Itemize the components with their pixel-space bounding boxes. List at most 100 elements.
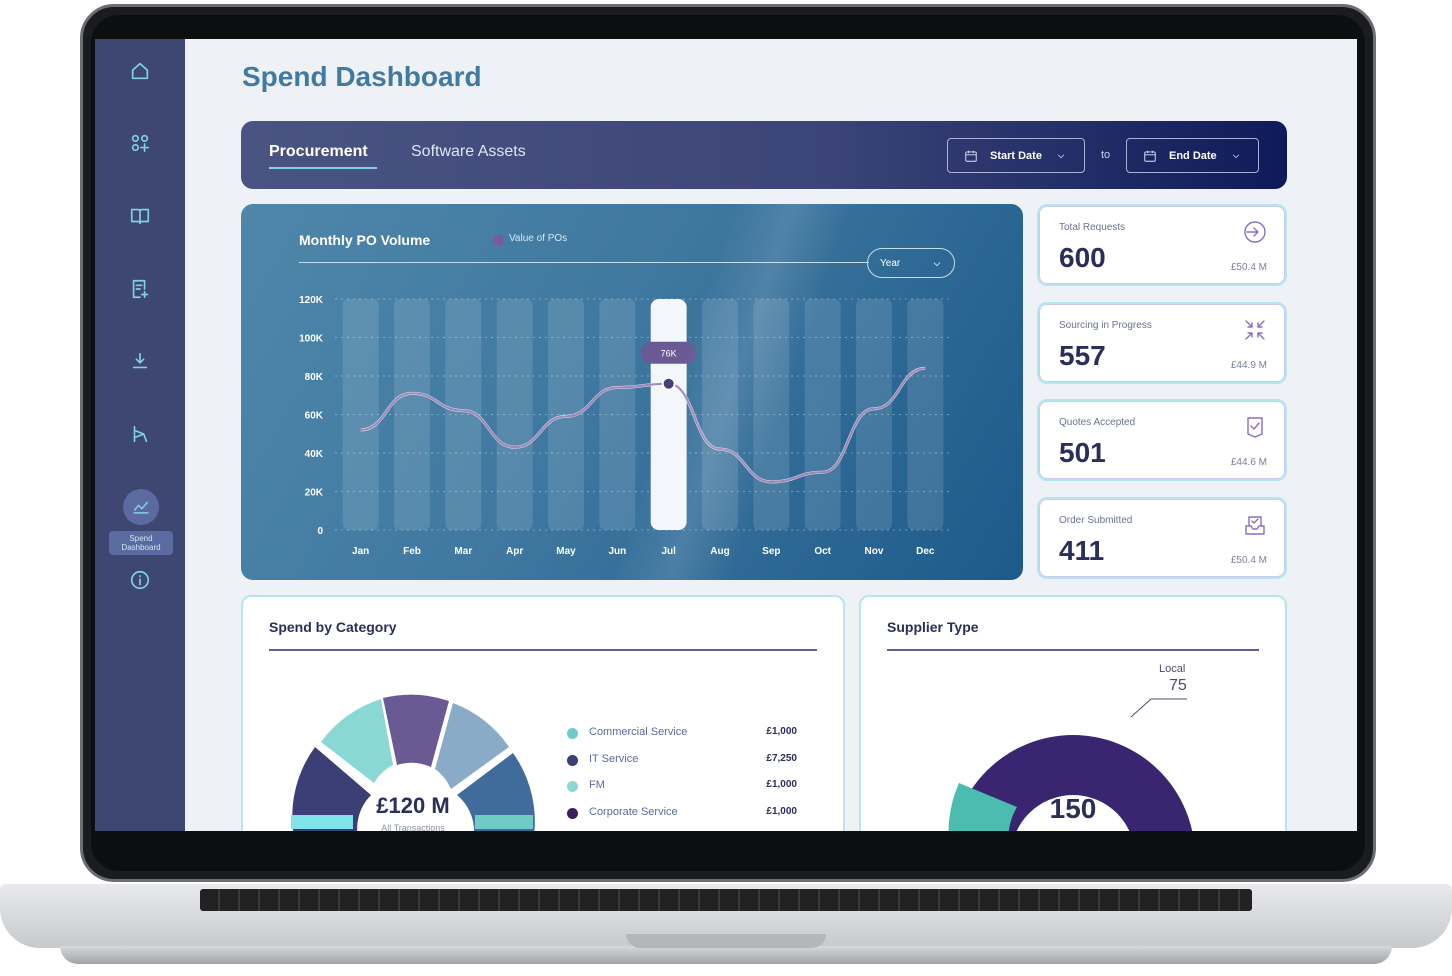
legend-dot [567, 781, 578, 792]
stat-amount: £44.9 M [1230, 360, 1267, 371]
stat-card-total-requests[interactable]: Total Requests 600 £50.4 M [1037, 204, 1287, 286]
series-line-accent [360, 367, 926, 483]
chart-title: Monthly PO Volume [299, 232, 431, 248]
stat-amount: £50.4 M [1230, 262, 1267, 273]
y-tick-label: 0 [317, 526, 323, 537]
donut-segment [948, 783, 1017, 831]
stat-value: 600 [1059, 242, 1106, 273]
legend-item: Commercial Service £1,000 [567, 725, 797, 752]
home-icon [131, 62, 149, 80]
column-bar [599, 299, 636, 530]
legend-name: IT Service [589, 752, 639, 765]
stat-amount: £44.6 M [1230, 457, 1267, 468]
column-bar [394, 299, 430, 530]
x-tick-label: Jun [608, 546, 626, 557]
document-add-icon [132, 279, 149, 299]
end-date-label: End Date [1169, 149, 1217, 162]
screen: Spend Dashboard Spend Dashboard Procurem… [95, 39, 1357, 831]
period-select[interactable]: Year [867, 248, 955, 278]
x-tick-label: May [556, 546, 576, 557]
legend-name: Commercial Service [589, 726, 688, 738]
card-rule [269, 649, 817, 651]
sidebar-item-home[interactable] [120, 51, 160, 91]
chevron-down-icon [1057, 154, 1065, 158]
chevron-down-icon [1232, 154, 1239, 158]
sidebar-tooltip: Spend Dashboard [109, 531, 173, 555]
callout-line [1130, 698, 1187, 718]
x-tick-label: Nov [865, 546, 884, 557]
sidebar-item-spend-dashboard[interactable] [123, 489, 159, 525]
y-tick-label: 80K [305, 372, 324, 383]
y-tick-label: 60K [305, 411, 324, 422]
chart-header-rule [299, 262, 869, 263]
y-tick-label: 120K [299, 295, 324, 306]
tab-procurement[interactable]: Procurement [269, 143, 368, 160]
stat-label: Sourcing in Progress [1059, 320, 1152, 331]
donut-total-label: All Transactions [381, 823, 445, 831]
sidebar-item-downloads[interactable] [120, 341, 160, 381]
spend-by-category-card: Spend by Category £120 M All Transaction… [241, 595, 845, 831]
stat-label: Quotes Accepted [1059, 417, 1136, 428]
donut-total: 150 [1049, 793, 1097, 824]
sidebar-item-apps[interactable] [120, 123, 160, 163]
column-bar [445, 299, 482, 530]
stat-card-quotes-accepted[interactable]: Quotes Accepted 501 £44.6 M [1037, 399, 1287, 481]
legend-item: IT Service £7,250 [567, 752, 797, 779]
donut-segment [475, 815, 533, 829]
clipboard-check-icon [1243, 415, 1267, 439]
sidebar: Spend Dashboard [95, 39, 185, 831]
card-title: Spend by Category [269, 619, 397, 635]
column-bar [702, 299, 738, 530]
book-icon [130, 208, 150, 225]
stat-label: Total Requests [1059, 222, 1126, 233]
sidebar-item-requests[interactable] [120, 269, 160, 309]
page-title: Spend Dashboard [242, 61, 482, 92]
y-tick-label: 40K [305, 449, 324, 460]
legend-value: £1,000 [766, 779, 797, 790]
info-icon [130, 570, 150, 590]
start-date-label: Start Date [990, 149, 1042, 162]
supplier-donut [948, 698, 1193, 831]
column-bar [907, 299, 944, 530]
stat-amount: £50.4 M [1230, 555, 1267, 566]
x-tick-label: Oct [814, 546, 831, 557]
laptop-notch [626, 934, 826, 948]
workflow-icon [133, 425, 148, 443]
legend-name: FM [589, 779, 605, 791]
legend-value: £7,250 [766, 752, 797, 764]
stat-card-order-submitted[interactable]: Order Submitted 411 £50.4 M [1037, 497, 1287, 579]
donut-segment [383, 694, 449, 767]
sidebar-item-info[interactable] [120, 560, 160, 600]
laptop-keyboard [200, 889, 1252, 911]
line-chart-icon [133, 501, 149, 514]
x-tick-label: Jul [661, 546, 676, 557]
tab-software-assets[interactable]: Software Assets [411, 143, 526, 160]
sidebar-item-catalog[interactable] [120, 196, 160, 236]
start-date-picker[interactable]: Start Date [947, 138, 1085, 173]
highlight-point [661, 376, 676, 391]
legend-dot [567, 807, 578, 819]
card-title: Supplier Type [887, 619, 979, 635]
x-tick-label: Dec [916, 546, 935, 557]
legend-item: FM £1,000 [567, 778, 797, 805]
callout-value: 75 [1169, 677, 1187, 694]
inbox-check-icon [1243, 513, 1267, 537]
end-date-picker[interactable]: End Date [1126, 138, 1259, 173]
y-tick-label: 20K [305, 488, 324, 499]
date-range-separator: to [1101, 149, 1111, 161]
filter-bar: Procurement Software Assets Start Date t… [241, 121, 1287, 189]
donut-segment [457, 753, 535, 831]
category-donut [291, 694, 535, 831]
legend-value: £1,000 [766, 805, 797, 817]
sidebar-item-workflow[interactable] [120, 414, 160, 454]
legend-label: Value of POs [509, 233, 568, 244]
category-legend: Commercial Service £1,000 IT Service £7,… [567, 725, 797, 831]
y-tick-label: 100K [299, 334, 324, 345]
column-bar [548, 299, 584, 530]
legend-dot [567, 754, 578, 766]
stat-card-sourcing-in-progress[interactable]: Sourcing in Progress 557 £44.9 M [1037, 302, 1287, 384]
highlight-label: 76K [661, 349, 677, 359]
column-bar [753, 299, 790, 530]
x-tick-label: Feb [403, 546, 421, 557]
supplier-type-card: Supplier Type Local 75 150 [859, 595, 1287, 831]
